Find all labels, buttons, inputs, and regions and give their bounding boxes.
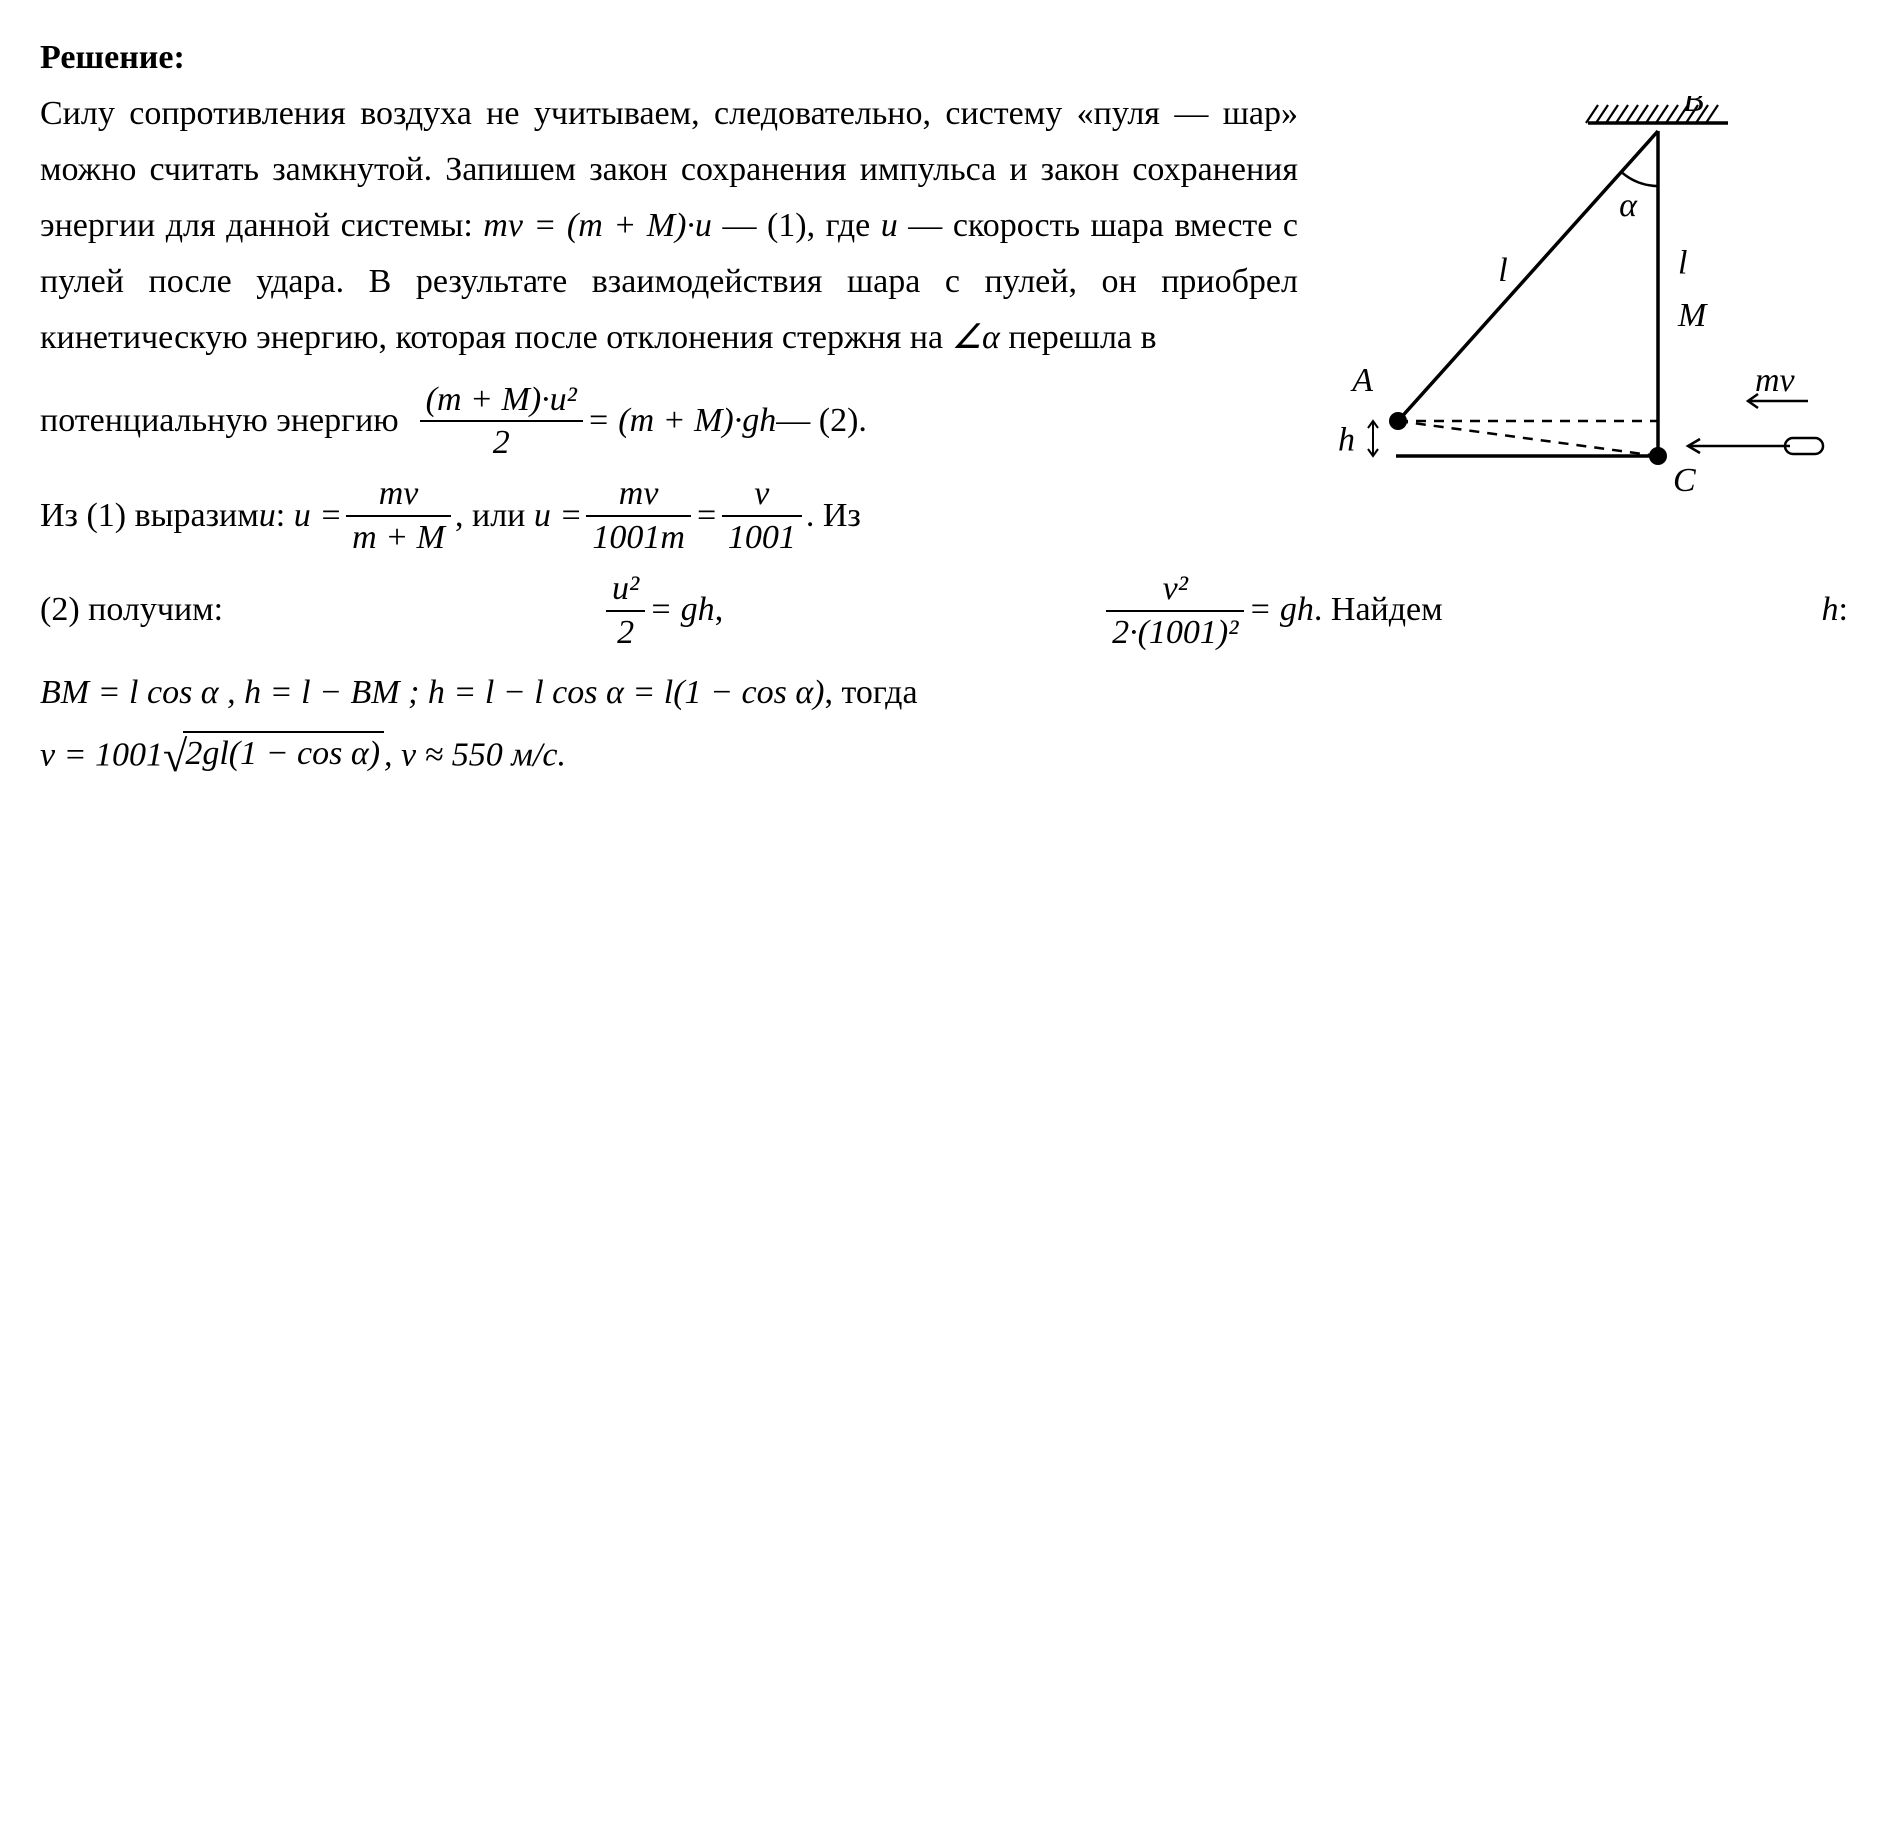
- text-p1b: — (1), где: [712, 207, 881, 244]
- eq3b-frac: mv 1001m: [586, 475, 691, 556]
- eq4b-frac: v² 2·(1001)²: [1106, 570, 1244, 651]
- text-p4d: :: [1839, 582, 1848, 638]
- svg-text:l: l: [1678, 245, 1687, 282]
- text-p4c: . Найдем: [1314, 582, 1443, 638]
- equation-3-line: Из (1) выразим u : u = mv m + M , или u …: [40, 475, 1298, 556]
- eq4-seg-b: u² 2 = gh ,: [602, 570, 723, 651]
- eq4a-rhs: = gh: [649, 582, 714, 638]
- text-p6b: , v ≈ 550 м/с.: [384, 736, 566, 773]
- eq2-fraction: (m + M)·u² 2: [420, 381, 583, 462]
- svg-text:l: l: [1498, 252, 1507, 289]
- svg-text:α: α: [1619, 187, 1638, 224]
- text-p6a: v = 1001: [40, 736, 163, 773]
- eq3a-lhs: u =: [294, 488, 342, 544]
- var-h: h: [1822, 582, 1839, 638]
- text-p5: BM = l cos α , h = l − BM ; h = l − l co…: [40, 674, 825, 711]
- eq2-tag: — (2).: [776, 393, 867, 449]
- heading: Решение:: [40, 39, 185, 76]
- svg-text:h: h: [1338, 422, 1355, 459]
- equals-1: =: [695, 488, 718, 544]
- text-p3b: :: [276, 488, 285, 544]
- eq3b-lhs: u =: [534, 488, 582, 544]
- svg-text:A: A: [1350, 362, 1373, 399]
- paragraph-6: v = 1001√2gl(1 − cos α), v ≈ 550 м/с.: [40, 721, 1848, 794]
- var-u: u: [881, 207, 898, 244]
- eq4b-rhs: = gh: [1248, 582, 1313, 638]
- svg-text:mv⃗: mv⃗: [1755, 362, 1821, 399]
- eq3c-frac: v 1001: [722, 475, 802, 556]
- svg-text:B: B: [1683, 96, 1704, 119]
- svg-text:M: M: [1677, 297, 1708, 334]
- diagram-svg: B A C Mα l l h mv⃗: [1328, 96, 1848, 526]
- equation-4-line: (2) получим: u² 2 = gh , v² 2·(1001)² = …: [40, 570, 1848, 651]
- text-p1d: перешла в: [1000, 319, 1157, 356]
- eq4-seg-c: v² 2·(1001)² = gh . Найдем: [1102, 570, 1443, 651]
- sqrt-expr: √2gl(1 − cos α): [163, 721, 384, 794]
- eq2-rhs: = (m + M)·gh: [587, 393, 776, 449]
- text-p4a: (2) получим:: [40, 582, 223, 638]
- text-p3c: , или: [455, 488, 525, 544]
- svg-text:C: C: [1673, 462, 1696, 499]
- eq4-seg-a: (2) получим:: [40, 582, 223, 638]
- eq4a-frac: u² 2: [606, 570, 645, 651]
- text-p5b: , тогда: [825, 674, 918, 711]
- eq1: mv = (m + M)·u: [483, 207, 712, 244]
- eq4-seg-d: h :: [1822, 582, 1848, 638]
- pendulum-diagram: B A C Mα l l h mv⃗: [1328, 96, 1848, 544]
- text-p3d: . Из: [806, 488, 861, 544]
- angle-alpha: ∠α: [952, 319, 1000, 356]
- eq3a-frac: mv m + M: [346, 475, 451, 556]
- text-p4b: ,: [715, 582, 724, 638]
- text-p2a: потенциальную энергию: [40, 393, 399, 449]
- var-u-2: u: [259, 488, 276, 544]
- equation-2-line: потенциальную энергию (m + M)·u² 2 = (m …: [40, 381, 1298, 462]
- text-p3a: Из (1) выразим: [40, 488, 259, 544]
- paragraph-5: BM = l cos α , h = l − BM ; h = l − l co…: [40, 665, 1848, 721]
